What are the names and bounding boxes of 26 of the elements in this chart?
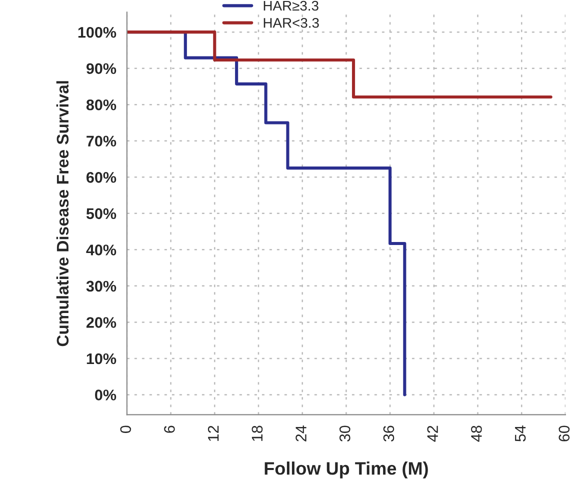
y-tick-label: 60% (86, 172, 116, 183)
x-tick-label: 18 (252, 426, 263, 441)
x-tick-label: 24 (296, 426, 306, 442)
x-tick-label: 36 (383, 426, 394, 442)
x-tick-label: 42 (427, 426, 438, 442)
y-tick-label: 50% (86, 208, 116, 220)
y-axis-title: Cumulative Disease Free Survival (56, 81, 69, 346)
x-tick-label: 0 (120, 426, 132, 433)
x-tick-label: 30 (339, 426, 350, 442)
x-tick-label: 54 (515, 426, 526, 442)
y-tick-label: 0% (95, 390, 116, 400)
x-tick-label: 12 (208, 426, 219, 441)
y-tick-label: 10% (86, 353, 116, 364)
y-tick-label: 70% (86, 136, 116, 147)
y-tick-label: 80% (86, 99, 116, 110)
y-tick-label: 90% (86, 63, 116, 74)
y-tick-label: 30% (86, 280, 116, 292)
y-tick-label: 100% (78, 26, 116, 38)
legend-label: HAR≥3.3 (264, 0, 318, 11)
y-tick-label: 20% (86, 317, 116, 328)
legend-label: HAR<3.3 (264, 18, 319, 28)
x-tick-label: 48 (471, 426, 482, 442)
y-tick-label: 40% (86, 244, 116, 256)
x-tick-label: 6 (164, 426, 175, 433)
x-tick-label: 60 (558, 426, 570, 442)
x-axis-title: Follow Up Time (M) (264, 462, 428, 478)
